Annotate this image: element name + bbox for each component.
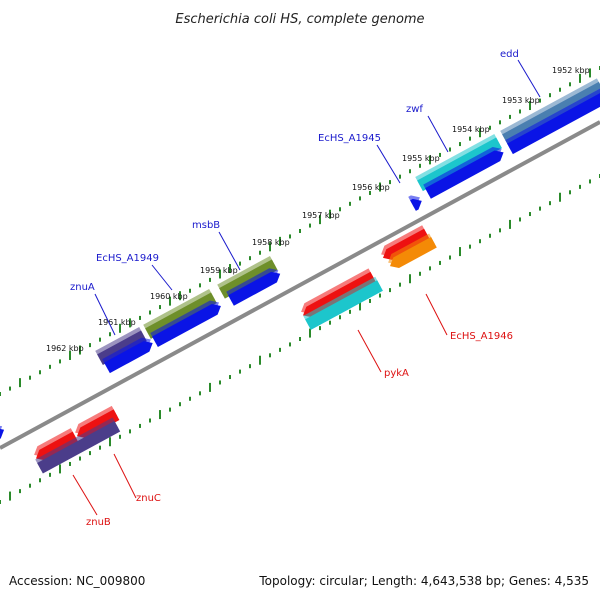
feature-pyka-body	[303, 271, 377, 318]
feature-znuc-body	[77, 409, 120, 439]
leader-line	[113, 453, 137, 499]
kbp-label: 1957 kbp	[302, 211, 340, 220]
kbp-label: 1958 kbp	[252, 238, 290, 247]
feature-echs-a1946-body	[383, 228, 430, 260]
feature-znua-cds[interactable]	[102, 334, 155, 374]
gene-label-znub[interactable]: znuB	[86, 517, 111, 528]
gene-label-edd[interactable]: edd	[500, 49, 519, 60]
genome-backbone	[0, 120, 600, 450]
gene-label-zwf[interactable]: zwf	[406, 104, 423, 115]
feature-zwf-cds-body	[425, 150, 504, 199]
feature-pyka-cds-body	[305, 280, 383, 330]
kbp-label: 1956 kbp	[352, 183, 390, 192]
feature-echs-a1946-cds[interactable]	[385, 233, 437, 271]
feature-pyka-cds[interactable]	[303, 276, 383, 330]
gene-label-msbb[interactable]: msbB	[192, 220, 220, 231]
kbp-label: 1954 kbp	[452, 125, 490, 134]
leader-line	[357, 329, 382, 373]
leader-line	[425, 293, 448, 336]
feature-echs-a1946[interactable]	[378, 225, 430, 263]
feature-znua-cds-body	[104, 341, 153, 374]
feature-znub[interactable]	[35, 417, 121, 474]
feature-msbb-cds[interactable]	[226, 265, 283, 306]
kbp-label: 1955 kbp	[402, 154, 440, 163]
feature-echs-a1945-body	[410, 198, 422, 211]
feature-layer	[0, 78, 600, 474]
feature-echs-a1946-cds-body	[390, 236, 437, 269]
leader-line	[517, 59, 541, 98]
label-leaders	[72, 59, 541, 516]
feature-echs-a1949-cds[interactable]	[150, 297, 224, 348]
leader-line	[72, 474, 98, 516]
kbp-label: 1961 kbp	[98, 318, 136, 327]
gene-label-echs-a1945[interactable]: EcHS_A1945	[318, 133, 381, 144]
gene-label-pyka[interactable]: pykA	[384, 368, 409, 379]
feature-echs-a1949-cds-body	[152, 304, 221, 348]
feature-pyka[interactable]	[298, 268, 377, 320]
gene-label-znua[interactable]: znuA	[70, 282, 95, 293]
tick-rows	[0, 66, 600, 504]
kbp-scale: 1952 kbp 1953 kbp 1954 kbp 1955 kbp 1956…	[46, 66, 590, 353]
gene-labels: edd zwf EcHS_A1945 msbB EcHS_A1949 znuA …	[70, 49, 519, 528]
kbp-label: 1959 kbp	[200, 266, 238, 275]
gene-label-znuc[interactable]: znuC	[136, 493, 161, 504]
feature-left-cds[interactable]	[0, 421, 7, 443]
feature-znuc[interactable]	[72, 405, 120, 442]
accession-text: Accession: NC_009800	[9, 574, 146, 588]
leader-line	[376, 144, 401, 184]
gene-label-echs-a1946[interactable]: EcHS_A1946	[450, 331, 513, 342]
gene-label-echs-a1949[interactable]: EcHS_A1949	[96, 253, 159, 264]
leader-line	[427, 115, 449, 153]
feature-znuc-cds[interactable]	[31, 428, 79, 464]
kbp-label: 1953 kbp	[502, 96, 540, 105]
feature-zwf-cds[interactable]	[423, 144, 506, 199]
genome-summary-text: Topology: circular; Length: 4,643,538 bp…	[259, 574, 589, 588]
kbp-label: 1960 kbp	[150, 292, 188, 301]
kbp-label: 1952 kbp	[552, 66, 590, 75]
leader-line	[94, 293, 116, 336]
feature-edd-cds[interactable]	[505, 87, 600, 155]
feature-msbb-cds-body	[228, 271, 281, 306]
kbp-label: 1962 kbp	[46, 344, 84, 353]
feature-echs-a1945[interactable]	[408, 192, 424, 211]
leader-line	[218, 231, 241, 271]
feature-edd-cds-body	[507, 91, 600, 155]
feature-znub-body	[37, 420, 121, 474]
feature-znuc-cds-body	[36, 431, 79, 461]
leader-line	[151, 264, 173, 291]
map-title: Escherichia coli HS, complete genome	[175, 12, 424, 27]
